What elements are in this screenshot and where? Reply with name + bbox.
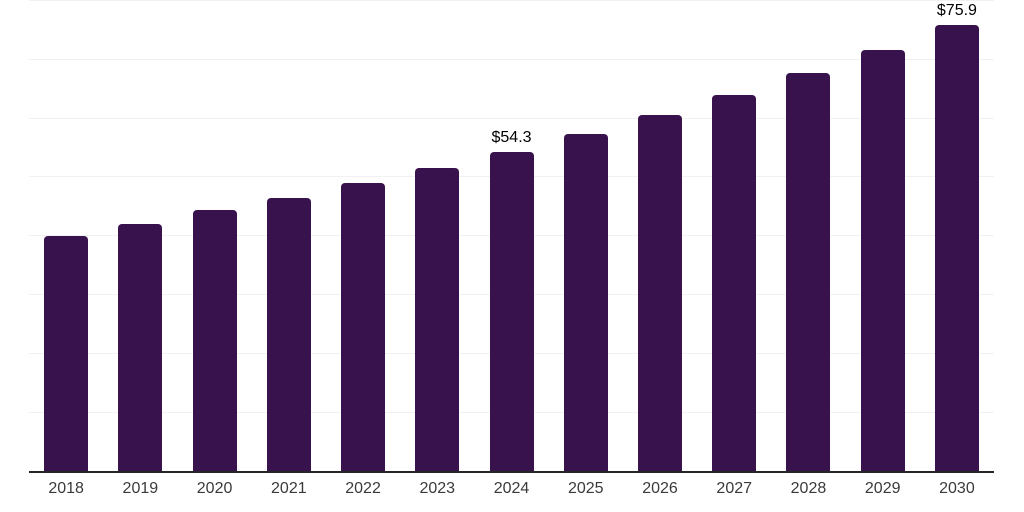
bar-group-2021	[252, 0, 326, 471]
bars-container: $54.3 $75.9	[29, 0, 994, 471]
x-tick-2026: 2026	[642, 480, 678, 497]
gridline-80	[29, 0, 994, 1]
x-tick-2022: 2022	[345, 480, 381, 497]
bar-2026	[637, 115, 682, 471]
bar-2030	[934, 24, 979, 471]
value-label-2030: $75.9	[936, 1, 977, 19]
bar-2021	[266, 198, 311, 471]
x-tick-2029: 2029	[864, 480, 901, 497]
bar-group-2019	[103, 0, 177, 471]
bar-2028	[786, 72, 831, 471]
bar-group-2020	[177, 0, 251, 471]
x-tick-2019: 2019	[122, 480, 159, 497]
x-tick-2018: 2018	[48, 480, 84, 497]
x-tick-2021: 2021	[271, 480, 307, 497]
bar-2019	[118, 224, 163, 471]
bar-group-2027	[697, 0, 771, 471]
bar-2027	[712, 95, 757, 471]
x-tick-2028: 2028	[790, 480, 827, 497]
bar-group-2026	[623, 0, 697, 471]
bar-group-2022	[326, 0, 400, 471]
x-tick-2030: 2030	[939, 480, 975, 497]
bar-group-2025	[549, 0, 623, 471]
x-axis-labels: 2018 2019 2020 2021 2022 2023 2024 2025 2026 2027…	[29, 479, 994, 499]
bar-group-2030: $75.9	[920, 0, 994, 471]
bar-2020	[192, 210, 237, 471]
value-label-2024: $54.3	[491, 128, 532, 146]
bar-2025	[563, 134, 608, 471]
gridline-70	[29, 58, 994, 60]
bar-group-2029	[846, 0, 920, 471]
bar-2022	[341, 182, 386, 471]
x-tick-2020: 2020	[196, 480, 233, 497]
bar-group-2028	[771, 0, 845, 471]
x-tick-2025: 2025	[567, 480, 604, 497]
bar-2023	[415, 168, 460, 471]
bar-group-2024: $54.3	[474, 0, 548, 471]
bar-2018	[44, 235, 89, 471]
bar-group-2018	[29, 0, 103, 471]
plot-area: $54.3 $75.9	[29, 0, 994, 473]
gridline-60	[29, 117, 994, 119]
x-tick-2023: 2023	[419, 480, 456, 497]
x-tick-2027: 2027	[716, 480, 753, 497]
bar-2024	[489, 151, 534, 471]
bar-2029	[860, 49, 905, 471]
bar-group-2023	[400, 0, 474, 471]
x-tick-2024: 2024	[493, 480, 530, 497]
